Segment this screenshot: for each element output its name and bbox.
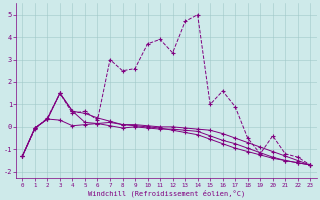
X-axis label: Windchill (Refroidissement éolien,°C): Windchill (Refroidissement éolien,°C) [88, 189, 245, 197]
